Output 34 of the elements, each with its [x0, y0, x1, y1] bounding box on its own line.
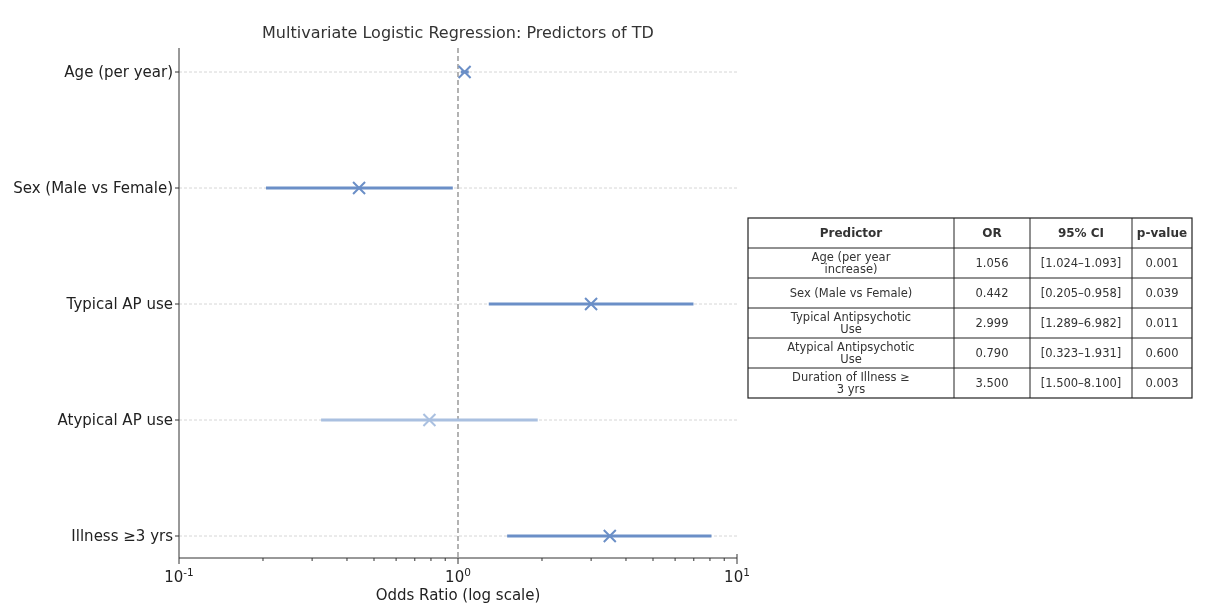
y-tick-label: Typical AP use — [65, 295, 173, 313]
y-tick-label: Age (per year) — [64, 63, 173, 81]
x-tick-label: 10$^{1}$ — [724, 566, 750, 586]
text: 0.003 — [1145, 376, 1179, 390]
text: 0.600 — [1145, 346, 1179, 360]
text: 2.999 — [975, 316, 1009, 330]
x-tick-label: 10$^{0}$ — [445, 566, 471, 586]
y-tick-label: Atypical AP use — [57, 411, 173, 429]
text: [0.323–1.931] — [1040, 346, 1122, 360]
text: Age (per year increase) — [811, 250, 891, 276]
text: 1.056 — [975, 256, 1009, 270]
text: Duration of Illness ≥ 3 yrs — [792, 370, 910, 396]
text: Atypical Antipsychotic Use — [787, 340, 915, 366]
text: [1.289–6.982] — [1040, 316, 1122, 330]
text: 3.500 — [975, 376, 1009, 390]
text: 0.790 — [975, 346, 1009, 360]
text: 0.442 — [975, 286, 1009, 300]
text: [1.024–1.093] — [1040, 256, 1122, 270]
text: 0.039 — [1145, 286, 1179, 300]
text: [1.500–8.100] — [1040, 376, 1122, 390]
category-label: OR — [982, 226, 1002, 240]
text: [0.205–0.958] — [1040, 286, 1122, 300]
category-label: 95% CI — [1057, 226, 1105, 240]
x-tick-label: 10$^{-1}$ — [164, 566, 194, 586]
category-label: Predictor — [819, 226, 883, 240]
y-tick-label: Illness ≥3 yrs — [71, 527, 174, 545]
text: Typical Antipsychotic Use — [789, 310, 912, 336]
text: Sex (Male vs Female) — [789, 286, 913, 300]
text: 0.011 — [1145, 316, 1179, 330]
y-tick-label: Sex (Male vs Female) — [13, 179, 173, 197]
category-label: p-value — [1136, 226, 1188, 240]
x-axis-title: Odds Ratio (log scale) — [375, 586, 541, 604]
text: 0.001 — [1145, 256, 1179, 270]
chart-title: Multivariate Logistic Regression: Predictors of TD — [262, 23, 654, 42]
